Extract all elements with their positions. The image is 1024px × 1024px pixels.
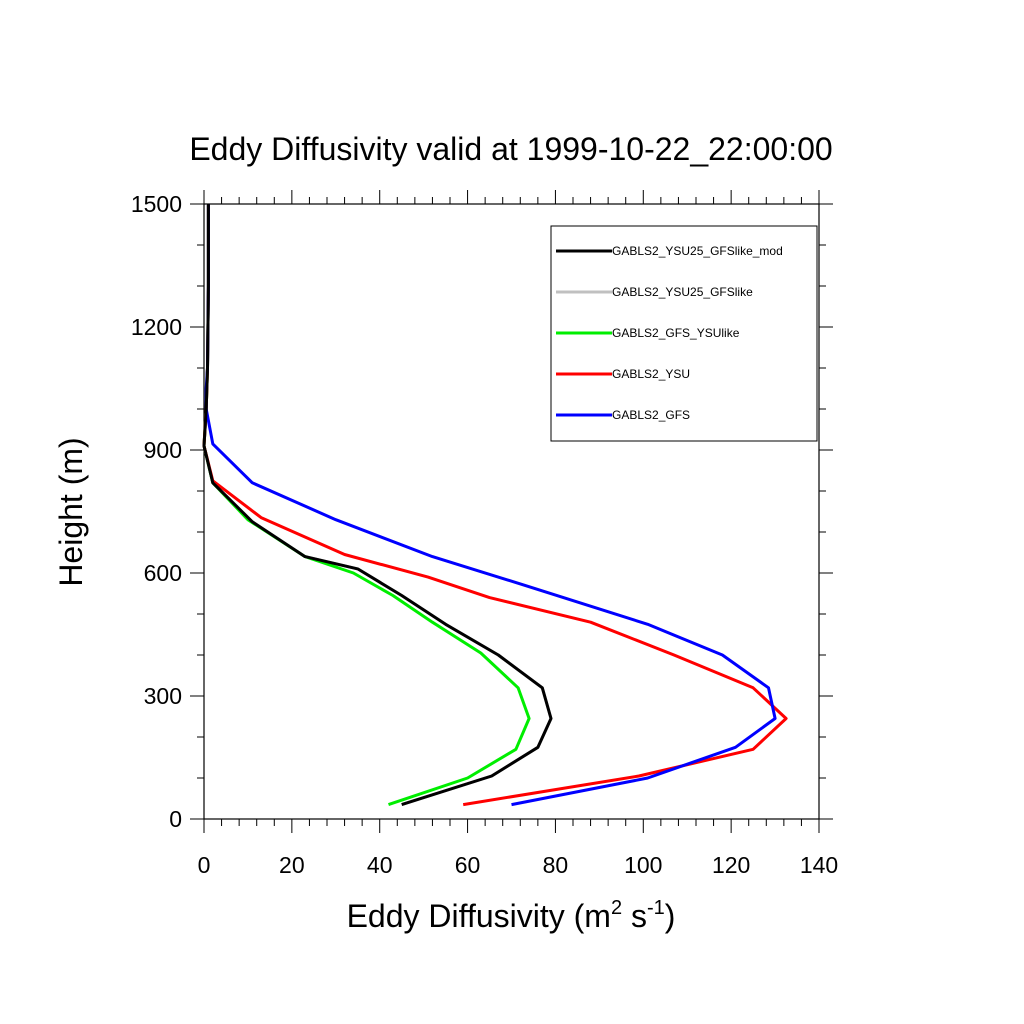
chart-title: Eddy Diffusivity valid at 1999-10-22_22:…	[189, 131, 832, 167]
legend-label: GABLS2_YSU25_GFSlike	[612, 285, 753, 299]
series-line-gabls2-gfs-ysulike	[202, 204, 531, 807]
series-line-gabls2-ysu25-gfslike-mod	[202, 204, 553, 807]
y-tick-label: 300	[144, 683, 182, 709]
legend-label: GABLS2_GFS_YSUlike	[612, 326, 740, 340]
x-axis-label-base: Eddy Diffusivity (m	[347, 898, 611, 934]
x-axis-label: Eddy Diffusivity (m2 s-1)	[347, 897, 676, 934]
series-lines	[202, 204, 788, 807]
y-tick-label: 1200	[131, 314, 182, 340]
y-tick-label: 0	[169, 806, 182, 832]
x-tick-label: 20	[279, 852, 305, 878]
legend: GABLS2_YSU25_GFSlike_mod GABLS2_YSU25_GFS…	[550, 225, 818, 442]
x-tick-label: 120	[712, 852, 750, 878]
x-axis-label-sup2: -1	[647, 897, 665, 919]
x-tick-label: 0	[198, 852, 211, 878]
y-tick-label: 900	[144, 437, 182, 463]
y-tick-label: 1500	[131, 191, 182, 217]
axis-ticks: 0 20 40 60 80 100 120 140 0 300 600 900 1200 1500	[131, 190, 838, 878]
legend-label: GABLS2_YSU	[612, 367, 690, 381]
x-tick-label: 40	[367, 852, 393, 878]
x-tick-label: 140	[800, 852, 838, 878]
x-axis-label-end: )	[665, 898, 676, 934]
x-tick-label: 60	[455, 852, 481, 878]
y-axis-label: Height (m)	[53, 437, 89, 586]
plot-border	[203, 203, 820, 820]
y-tick-label: 600	[144, 560, 182, 586]
series-line-gabls2-ysu25-gfslike	[202, 204, 553, 807]
x-tick-label: 100	[624, 852, 662, 878]
x-axis-label-sup1: 2	[611, 897, 622, 919]
legend-label: GABLS2_YSU25_GFSlike_mod	[612, 244, 783, 258]
x-tick-label: 80	[543, 852, 569, 878]
legend-label: GABLS2_GFS	[612, 408, 690, 422]
x-axis-label-mid: s	[622, 898, 647, 934]
plot-frame	[203, 203, 820, 820]
